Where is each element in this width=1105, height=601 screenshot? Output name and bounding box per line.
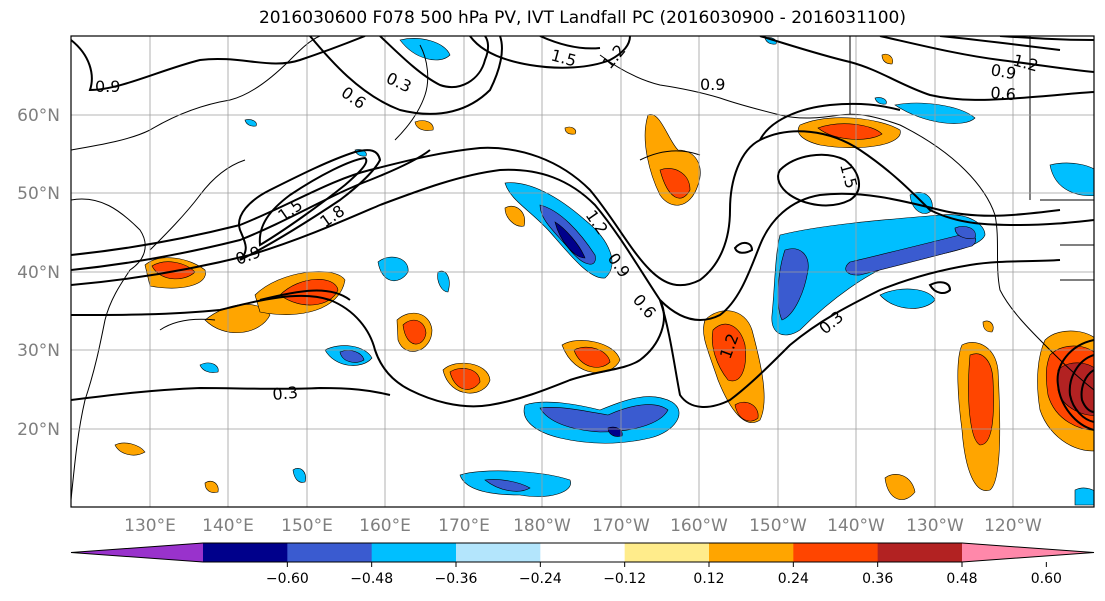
contour-label: 0.6 <box>629 290 660 322</box>
map-area: 0.9 0.6 0.3 1.5 1.2 0.9 0.9 1.5 1.8 1.2 … <box>71 36 1094 507</box>
coastlines <box>71 36 1094 501</box>
colorbar-segment <box>203 543 288 562</box>
lon-label: 120°W <box>984 516 1042 536</box>
colorbar-segment <box>371 543 457 562</box>
contour-label: 0.3 <box>815 307 847 338</box>
contour-label: 0.6 <box>990 83 1017 104</box>
lon-label: 150°W <box>749 516 807 536</box>
contour-label: 0.3 <box>383 68 414 96</box>
latitude-labels: 60°N 50°N 40°N 30°N 20°N <box>17 106 60 440</box>
colorbar-extend-low <box>71 543 203 562</box>
contour-label: 0.6 <box>338 83 370 113</box>
colorbar-tick-label: −0.24 <box>519 571 562 587</box>
colorbar-segment <box>287 543 373 562</box>
colorbar-tick-label: 0.36 <box>862 571 893 587</box>
lon-label: 170°W <box>592 516 650 536</box>
lat-label: 50°N <box>17 184 60 204</box>
lon-label: 140°W <box>827 516 885 536</box>
colorbar-segment <box>624 543 710 562</box>
lon-label: 160°E <box>359 516 411 536</box>
colorbar-tick-label: −0.48 <box>350 571 393 587</box>
contour-label: 0.9 <box>95 77 120 96</box>
map-title: 2016030600 F078 500 hPa PV, IVT Landfall… <box>258 8 906 28</box>
colorbar-outline <box>70 542 1095 563</box>
lat-label: 40°N <box>17 263 60 283</box>
lon-label: 180°W <box>513 516 571 536</box>
pc-shading <box>114 37 1094 506</box>
lat-label: 20°N <box>17 420 60 440</box>
lat-label: 60°N <box>17 106 60 126</box>
longitude-labels: 130°E 140°E 150°E 160°E 170°E 180°W 170°… <box>124 516 1042 536</box>
contour-label: 1.5 <box>836 161 861 191</box>
colorbar-tick-label: −0.12 <box>603 571 646 587</box>
colorbar-segment <box>456 543 541 562</box>
contour-label: 1.5 <box>274 195 306 225</box>
lon-label: 130°E <box>124 516 176 536</box>
lon-label: 150°E <box>281 516 333 536</box>
colorbar-tick-label: 0.24 <box>778 571 809 587</box>
contour-label: 0.9 <box>233 242 263 269</box>
lon-label: 140°E <box>202 516 254 536</box>
contour-label: 1.8 <box>316 201 348 231</box>
colorbar-extend-high <box>962 543 1094 562</box>
lon-label: 130°W <box>906 516 964 536</box>
pv-contours <box>71 36 1094 431</box>
lon-label: 170°E <box>438 516 490 536</box>
colorbar-tick-label: 0.60 <box>1031 571 1062 587</box>
lon-label: 160°W <box>670 516 728 536</box>
contour-label: 0.3 <box>272 383 299 404</box>
lat-label: 30°N <box>17 341 60 361</box>
colorbar-segment <box>877 543 963 562</box>
colorbar-segment <box>709 543 794 562</box>
colorbar: −0.60 −0.48 −0.36 −0.24 −0.12 0.12 0.24 0.36 0.4… <box>70 542 1095 587</box>
colorbar-tick-label: 0.12 <box>693 571 724 587</box>
colorbar-tick-label: −0.60 <box>266 571 309 587</box>
contour-label: 1.2 <box>599 41 630 73</box>
colorbar-tick-label: 0.48 <box>946 571 977 587</box>
colorbar-segment <box>540 543 626 562</box>
colorbar-tick-label: −0.36 <box>435 571 478 587</box>
colorbar-segment <box>793 543 879 562</box>
contour-label: 0.9 <box>989 60 1017 83</box>
contour-label: 0.9 <box>700 75 725 94</box>
map-frame <box>70 35 1095 508</box>
